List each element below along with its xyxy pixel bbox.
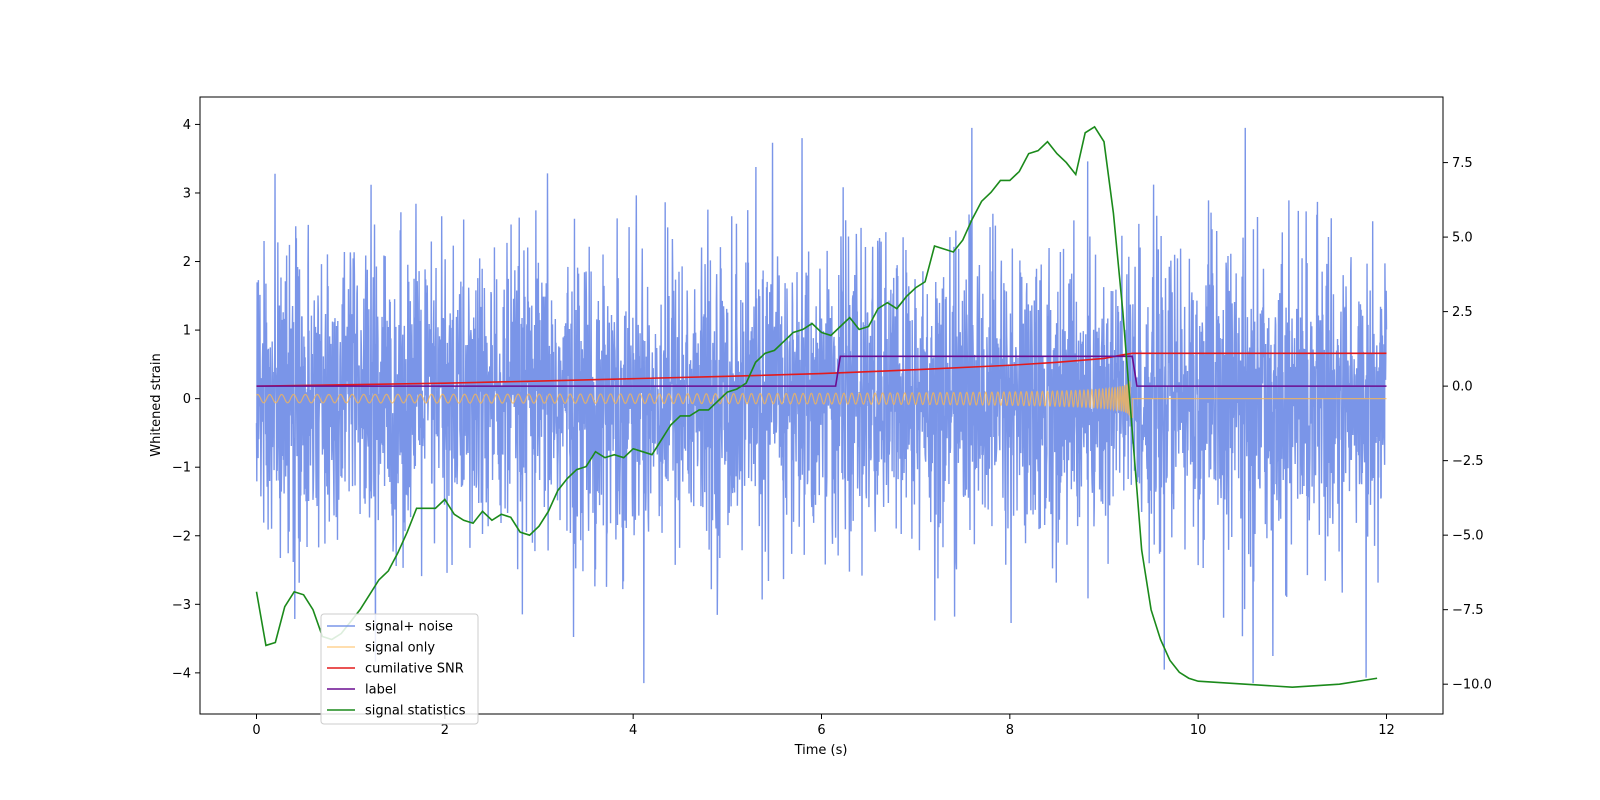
y-tick-label: −4 [172,666,191,681]
y2-tick-label: 5.0 [1452,231,1473,246]
x-tick-label: 10 [1190,723,1207,738]
x-tick-label: 8 [1006,723,1014,738]
y-tick-label: 1 [183,324,191,339]
series-cumulative-snr [256,352,1387,387]
y2-tick-label: −2.5 [1452,454,1484,469]
y-tick-label: 4 [183,118,191,133]
y-tick-label: −1 [172,461,191,476]
legend: signal+ noise signal only cumilative SNR la… [320,613,479,725]
y-tick-label: −3 [172,598,191,613]
series-label [256,355,1387,387]
plot-layer [255,125,1388,688]
legend-entry: label [365,683,396,698]
y2-tick-label: −10.0 [1452,678,1492,693]
y-tick-label: 0 [183,392,191,407]
y-tick-label: 3 [183,186,191,201]
x-tick-label: 4 [629,723,637,738]
x-tick-label: 0 [252,723,260,738]
legend-box [320,613,479,725]
y2-tick-label: −7.5 [1452,603,1484,618]
y2-tick-label: −5.0 [1452,529,1484,544]
series-signal-statistics [255,125,1378,688]
y-tick-label: 2 [183,255,191,270]
x-tick-label: 12 [1378,723,1395,738]
y-tick-label: −2 [172,529,191,544]
legend-entry: signal only [365,641,435,656]
y-axis-label: Whitened strain [149,353,164,456]
series-signal-noise [255,127,1388,684]
legend-entry: cumilative SNR [365,662,464,677]
x-tick-label: 6 [817,723,825,738]
ticks-layer: 0 2 4 6 8 10 12−4−3−2−101234−10.0−7.5−5.0−2.50… [172,118,1492,738]
y2-tick-label: 0.0 [1452,380,1473,395]
legend-entry: signal statistics [365,704,466,719]
x-tick-label: 2 [441,723,449,738]
legend-entry: signal+ noise [365,620,453,635]
x-axis-label: Time (s) [794,743,848,758]
y2-tick-label: 2.5 [1452,305,1473,320]
y2-tick-label: 7.5 [1452,156,1473,171]
plot-series [255,125,1388,688]
series-signal-only [256,381,1387,419]
